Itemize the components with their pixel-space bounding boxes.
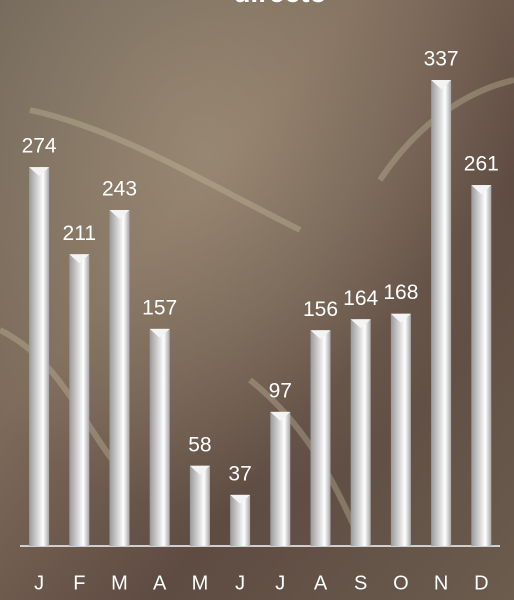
bar [350,319,371,546]
x-tick-label: A [314,572,328,594]
data-label: 58 [188,433,211,456]
chart-title: directo [233,0,326,8]
bar-bevel [471,185,492,195]
x-tick-label: J [34,572,44,594]
bar-bevel [69,254,90,264]
data-label: 274 [22,135,57,158]
data-label: 243 [102,178,137,201]
x-tick-label: D [474,572,488,594]
bar-bevel [350,319,371,329]
x-tick-label: M [192,572,209,594]
x-tick-label: O [393,572,409,594]
data-label: 261 [464,153,499,176]
data-label: 168 [383,281,418,304]
x-tick-label: J [235,572,245,594]
x-tick-label: M [111,572,128,594]
bar [310,330,331,546]
bar-bevel [149,328,170,338]
bar [230,494,251,546]
bar-bevel [29,167,50,177]
bar [390,313,411,546]
bar [471,185,492,547]
data-label: 97 [269,379,292,402]
bar-bevel [189,465,210,475]
bar-bevel [310,330,331,340]
bar-bevel [431,80,452,89]
bar-bevel [390,313,411,323]
bar [270,411,291,546]
bar [149,328,170,546]
bar [29,167,50,546]
bar-bevel [270,411,291,421]
x-tick-label: S [354,572,367,594]
bar [69,254,90,547]
x-tick-label: A [153,572,167,594]
data-label: 157 [142,296,177,319]
data-label: 156 [303,298,338,321]
bar [109,209,130,547]
data-label: 211 [63,222,96,245]
bar [189,465,210,546]
bar [431,80,452,546]
data-label: 37 [228,462,251,485]
x-tick-label: N [434,572,448,594]
bar-bevel [230,494,251,504]
bar-bevel [109,209,130,219]
data-label: 164 [343,287,378,310]
x-tick-label: F [73,572,85,594]
x-tick-label: J [275,572,285,594]
data-label: 337 [424,48,459,71]
